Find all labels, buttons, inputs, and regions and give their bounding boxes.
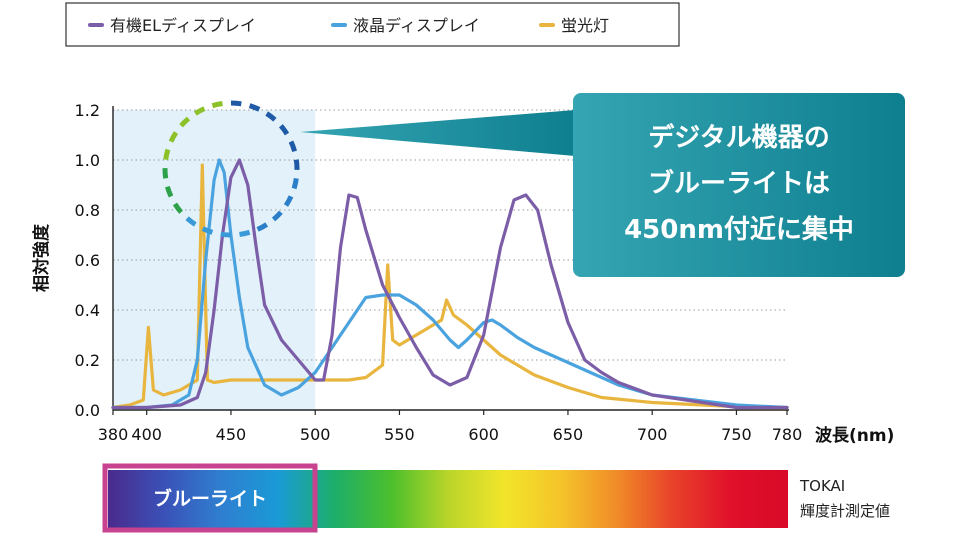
x-tick-label: 600: [468, 425, 499, 444]
focus-ring-dash: [271, 210, 283, 222]
series-line: [111, 158, 789, 410]
y-tick-label: 1.2: [75, 101, 100, 120]
x-tick-label: 780: [772, 425, 803, 444]
legend-item-label: 有機ELディスプレイ: [110, 16, 256, 35]
focus-ring-dash: [291, 178, 299, 190]
x-tick-label: 500: [300, 425, 331, 444]
x-tick-label: 380: [98, 425, 129, 444]
series-line: [111, 163, 789, 410]
y-tick-label: 0.2: [75, 351, 100, 370]
focus-ring-dash: [179, 116, 191, 128]
callout: デジタル機器の ブルーライトは 450nm付近に集中: [300, 93, 905, 277]
focus-ring-dash: [220, 231, 232, 238]
y-axis-title: 相対強度: [31, 223, 52, 292]
focus-ring-dash: [201, 226, 214, 235]
series-line: [111, 158, 789, 410]
callout-line-1: デジタル機器の: [648, 122, 829, 153]
y-tick-label: 1.0: [75, 151, 100, 170]
legend-item-label: 蛍光灯: [561, 16, 609, 35]
source-note-2: 輝度計測定値: [800, 502, 890, 520]
x-axis-title: 波長(nm): [815, 425, 894, 446]
callout-line-2: ブルーライトは: [648, 168, 830, 199]
blue-light-frame: [102, 463, 318, 533]
focus-ring-dash: [172, 202, 184, 214]
legend: 有機ELディスプレイ 液晶ディスプレイ 蛍光灯: [65, 2, 680, 47]
focus-ring-dash: [293, 159, 300, 170]
focus-ring-dash: [162, 168, 169, 179]
focus-ring-dash: [163, 148, 171, 160]
y-tick-label: 0.4: [75, 301, 100, 320]
focus-ring-dash: [248, 103, 261, 112]
x-tick-label: 750: [721, 425, 752, 444]
focus-ring-dash: [230, 100, 242, 107]
focus-ring-dash: [193, 106, 206, 116]
y-tick-label: 0.6: [75, 251, 100, 270]
focus-ring-dash: [164, 185, 174, 198]
focus-ring-dash: [278, 124, 290, 136]
focus-ring-dash: [283, 195, 294, 207]
focus-ring: [162, 100, 300, 238]
focus-ring-dash: [168, 131, 179, 143]
focus-ring-dash: [288, 140, 298, 153]
x-tick-label: 550: [384, 425, 415, 444]
focus-ring-dash: [211, 101, 223, 109]
blue-light-label: ブルーライト: [153, 487, 267, 510]
y-tick-label: 0.0: [75, 401, 100, 420]
callout-line-3: 450nm付近に集中: [624, 214, 854, 245]
x-tick-label: 650: [553, 425, 584, 444]
spectrum-band: ブルーライト: [102, 463, 788, 533]
x-tick-label: 700: [637, 425, 668, 444]
source-note-1: TOKAI: [799, 477, 845, 495]
x-tick-label: 400: [131, 425, 162, 444]
focus-ring-dash: [256, 222, 269, 232]
y-tick-label: 0.8: [75, 201, 100, 220]
legend-item-label: 液晶ディスプレイ: [353, 16, 480, 35]
focus-ring-dash: [185, 216, 197, 227]
x-tick-label: 450: [216, 425, 247, 444]
focus-ring-dash: [265, 111, 277, 122]
focus-ring-dash: [239, 229, 251, 237]
